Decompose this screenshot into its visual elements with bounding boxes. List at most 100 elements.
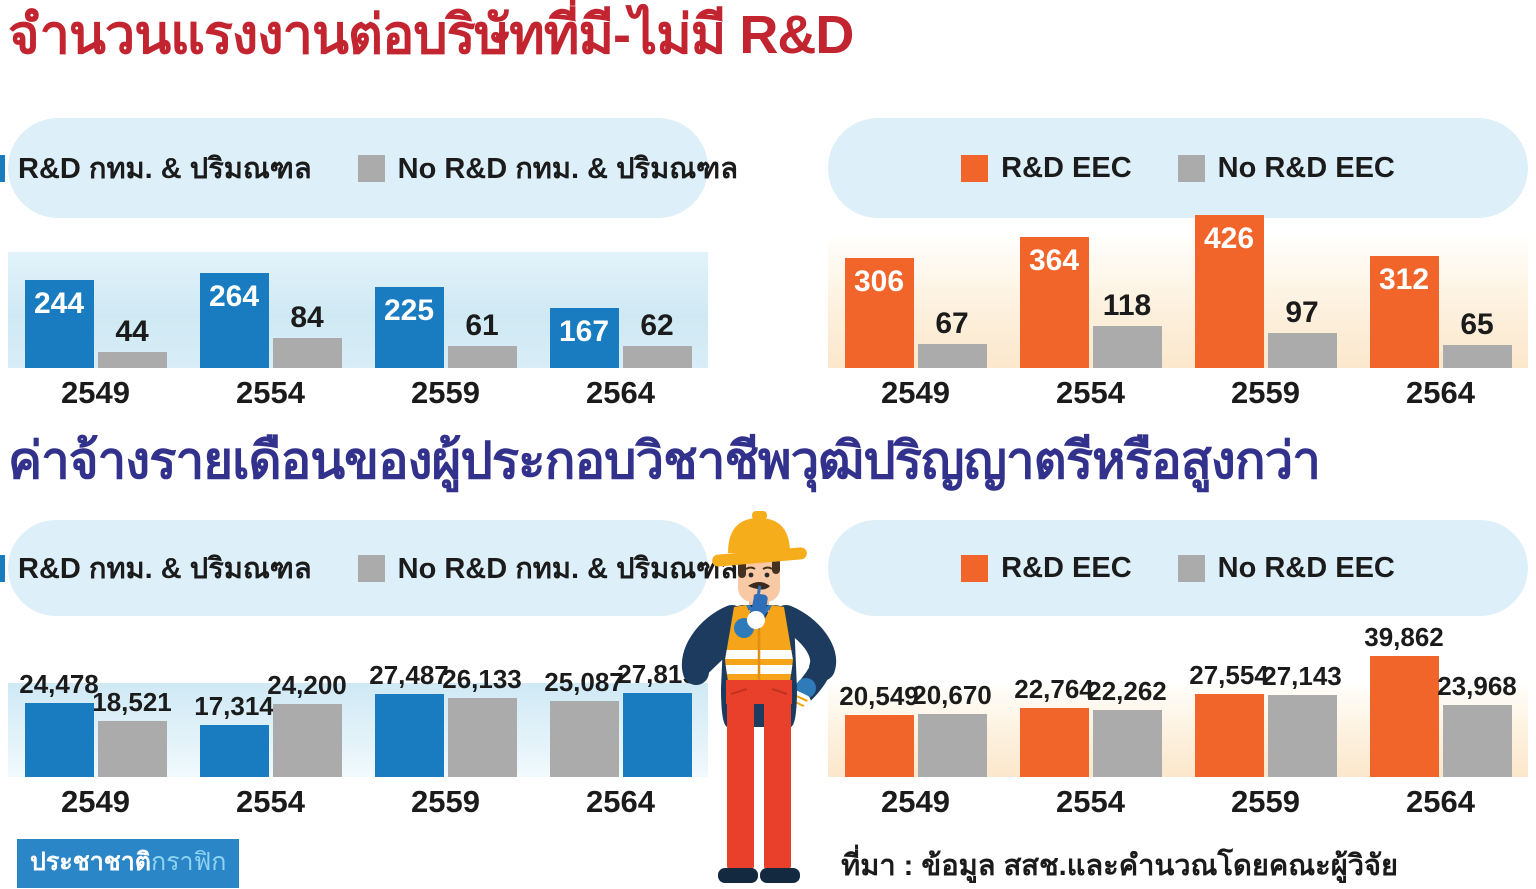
bar-wage_rnd_bkk-2554-No R&D กทม. & ปริมณฑล: 24,200 [267,670,347,777]
bar-workers_rnd_bkk-2564-R&D กทม. & ปริมณฑล: 167 [549,308,619,368]
bar-group-2549: 244 44 2549 [24,206,167,410]
bar-workers_rnd_bkk-2559-R&D กทม. & ปริมณฑล: 225 [374,287,444,368]
legend-item: R&D กทม. & ปริมณฑล [0,145,312,191]
value-label: 225 [383,294,435,327]
bar-group-2554: 264 84 2554 [199,206,342,410]
legend-chip-rnd_blue [0,154,5,182]
bar-workers_rnd_eec-2559-No R&D EEC: 97 [1267,296,1337,368]
bar-wage_rnd_bkk-2559-R&D กทม. & ปริมณฑล: 27,487 [369,660,449,777]
bar-wage_rnd_eec-2554-R&D EEC: 22,764 [1014,674,1094,777]
legend-chip-no_rnd_gray [1177,554,1205,582]
legend-label: No R&D EEC [1217,151,1395,184]
publisher-badge-part1: ประชาชาติ [30,848,151,876]
value-label: 167 [558,315,610,348]
legend-label: R&D กทม. & ปริมณฑล [18,153,312,185]
bar-group-2559: 225 61 2559 [374,206,517,410]
source-note: ที่มา : ข้อมูล สสช.และคำนวณโดยคณะผู้วิจั… [841,850,1398,882]
value-label: 24,200 [267,670,347,700]
value-label: 26,133 [442,664,522,694]
bar-wage_rnd_bkk-2559-No R&D กทม. & ปริมณฑล: 26,133 [442,664,522,777]
worker-hard-hat [728,518,790,553]
worker-shoe-right [760,868,800,883]
bar-groups: 20,549 20,670 2549 22,764 22,262 2554 27,554 27… [828,622,1528,819]
legend-wage-eec: R&D EEC No R&D EEC [828,520,1528,616]
bar-group-2549: 24,478 18,521 2549 [19,653,172,819]
bar-group-2554: 22,764 22,262 2554 [1014,653,1167,819]
bar-wage_rnd_eec-2549-R&D EEC: 20,549 [839,681,919,777]
bar-group-2549: 20,549 20,670 2549 [839,653,992,819]
bar-group-2564: 167 62 2564 [549,206,692,410]
chart-workers-bkk: 244 44 2549 264 84 2554 225 61 2559 167 62 2564 [8,206,708,412]
value-label: 25,087 [544,667,624,697]
value-label: 312 [1378,263,1430,296]
value-label: 44 [115,315,149,348]
category-label: 2559 [1231,784,1300,819]
bar-wage_rnd_eec-2554-No R&D EEC: 22,262 [1087,676,1167,777]
value-label: 22,764 [1014,674,1094,704]
bar-group-2554: 364 118 2554 [1019,206,1162,410]
publisher-badge: ประชาชาติกราฟิก [17,839,240,888]
bar-workers_rnd_bkk-2549-R&D กทม. & ปริมณฑล: 244 [24,280,94,368]
worker-glove-left [747,611,765,629]
bar-group-2559: 27,487 26,133 2559 [369,653,522,819]
legend-label: R&D EEC [1001,551,1132,584]
value-label: 27,554 [1189,660,1269,690]
category-label: 2549 [61,784,130,819]
value-label: 118 [1102,289,1152,322]
legend-workers-bkk: R&D กทม. & ปริมณฑล No R&D กทม. & ปริมณฑล [0,118,738,218]
bar-group-2564: 39,862 23,968 2564 [1364,622,1517,819]
legend-label: No R&D EEC [1217,551,1395,584]
bar-group-2559: 426 97 2559 [1194,206,1337,410]
category-label: 2559 [411,375,480,410]
bar-group-2554: 17,314 24,200 2554 [194,653,347,819]
value-label: 62 [640,309,674,342]
publisher-badge-part2: กราฟิก [150,848,227,876]
legend-item: R&D กทม. & ปริมณฑล [0,545,312,591]
legend-chip-no_rnd_gray [1177,154,1205,182]
bar-workers_rnd_eec-2549-No R&D EEC: 67 [917,307,987,368]
chart-workers-eec: 306 67 2549 364 118 2554 426 97 2559 312 65 2564 [828,206,1528,412]
bar-workers_rnd_eec-2554-R&D EEC: 364 [1019,237,1089,368]
value-label: 17,314 [194,691,274,721]
bar-wage_rnd_eec-2564-No R&D EEC: 23,968 [1437,671,1517,777]
category-label: 2564 [586,784,655,819]
bar-wage_rnd_bkk-2549-R&D กทม. & ปริมณฑล: 24,478 [19,669,99,777]
bar-workers_rnd_eec-2564-No R&D EEC: 65 [1442,308,1512,368]
value-label: 22,262 [1087,676,1167,706]
value-label: 23,968 [1437,671,1517,701]
legend-chip-no_rnd_gray [357,554,385,582]
value-label: 84 [290,301,324,334]
bar-group-2549: 306 67 2549 [844,206,987,410]
bar-workers_rnd_bkk-2559-No R&D กทม. & ปริมณฑล: 61 [447,309,517,368]
category-label: 2554 [1056,375,1125,410]
legend-item: No R&D กทม. & ปริมณฑล [357,545,738,591]
legend-chip-no_rnd_gray [357,154,385,182]
chart-wage-eec: 20,549 20,670 2549 22,764 22,262 2554 27,554 27… [828,622,1528,821]
category-label: 2564 [586,375,655,410]
category-label: 2549 [881,784,950,819]
legend-label: R&D EEC [1001,151,1132,184]
bar-wage_rnd_bkk-2554-R&D กทม. & ปริมณฑล: 17,314 [194,691,274,777]
category-label: 2554 [236,375,305,410]
legend-item: R&D EEC [961,152,1132,185]
bar-workers_rnd_bkk-2564-No R&D กทม. & ปริมณฑล: 62 [622,309,692,368]
bar-groups: 306 67 2549 364 118 2554 426 97 2559 312 65 2564 [828,206,1528,410]
construction-worker-illustration [681,511,837,883]
value-label: 364 [1028,244,1080,277]
category-label: 2564 [1406,375,1475,410]
value-label: 67 [935,307,969,340]
category-label: 2549 [881,375,950,410]
value-label: 244 [33,287,85,320]
legend-chip-rnd_orange [961,154,989,182]
value-label: 27,487 [369,660,449,690]
value-label: 18,521 [92,687,172,717]
legend-item: R&D EEC [961,552,1132,585]
chart-wage-bkk: 24,478 18,521 2549 17,314 24,200 2554 27,487 26… [8,653,708,821]
value-label: 27,143 [1262,661,1342,691]
bar-workers_rnd_eec-2554-No R&D EEC: 118 [1092,289,1162,368]
value-label: 61 [465,309,499,342]
bar-wage_rnd_eec-2549-No R&D EEC: 20,670 [912,680,992,777]
bar-workers_rnd_bkk-2554-R&D กทม. & ปริมณฑล: 264 [199,273,269,368]
value-label: 20,549 [839,681,919,711]
